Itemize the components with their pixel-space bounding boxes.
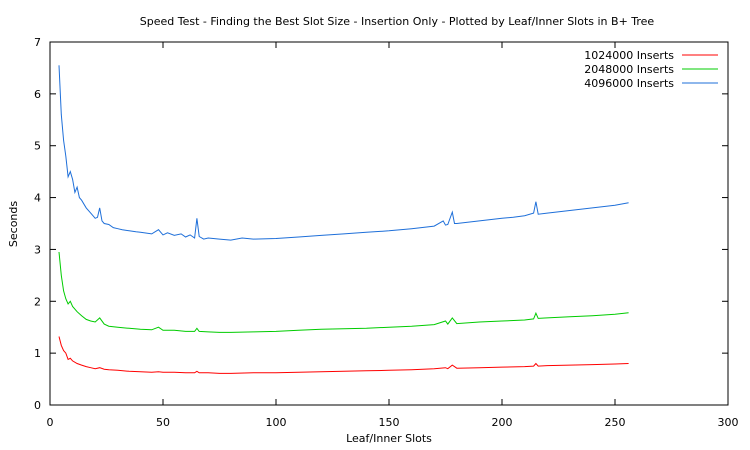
y-axis-ticks: 0 1 2 3 4 5 6 7 (34, 36, 728, 412)
legend-label-1: 1024000 Inserts (584, 49, 674, 62)
x-tick-label: 100 (266, 416, 287, 429)
x-tick-label: 0 (47, 416, 54, 429)
x-tick-label: 150 (379, 416, 400, 429)
x-axis-ticks: 0 50 100 150 200 250 300 (47, 42, 739, 429)
y-tick-label: 2 (34, 295, 41, 308)
x-tick-label: 250 (605, 416, 626, 429)
chart-title: Speed Test - Finding the Best Slot Size … (140, 15, 655, 28)
y-tick-label: 6 (34, 88, 41, 101)
y-tick-label: 3 (34, 243, 41, 256)
y-tick-label: 4 (34, 192, 41, 205)
y-tick-label: 5 (34, 140, 41, 153)
series-line-1 (58, 336, 629, 374)
series-group (58, 65, 629, 374)
y-axis-label: Seconds (7, 201, 20, 247)
x-axis-label: Leaf/Inner Slots (346, 432, 432, 445)
series-line-3 (58, 65, 629, 241)
legend-label-3: 4096000 Inserts (584, 77, 674, 90)
plot-frame (49, 41, 729, 406)
y-tick-label: 1 (34, 347, 41, 360)
x-tick-label: 200 (492, 416, 513, 429)
series-line-2 (58, 251, 629, 333)
x-tick-label: 300 (718, 416, 739, 429)
y-tick-label: 7 (34, 36, 41, 49)
x-tick-label: 50 (156, 416, 170, 429)
legend-label-2: 2048000 Inserts (584, 63, 674, 76)
y-tick-label: 0 (34, 399, 41, 412)
